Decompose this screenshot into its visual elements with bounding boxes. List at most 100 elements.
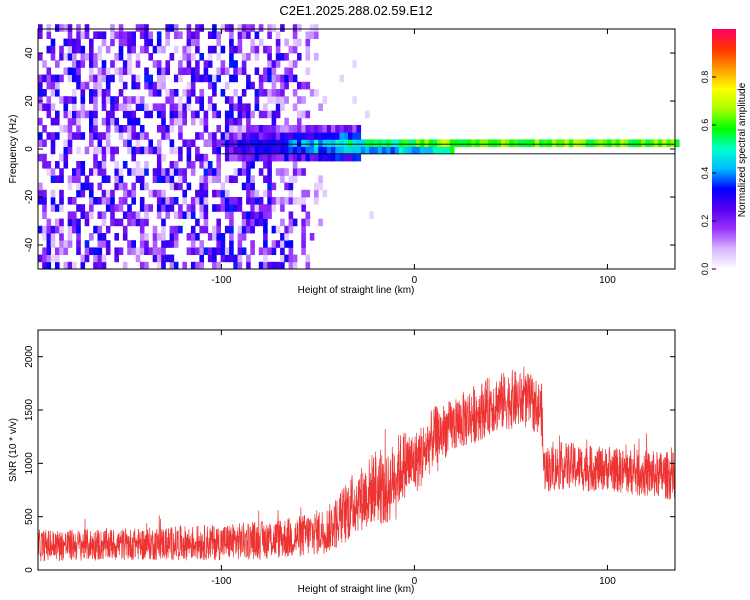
heatmap-cell (110, 153, 115, 162)
heatmap-cell (67, 139, 73, 147)
heatmap-cell (224, 225, 230, 234)
heatmap-cell (195, 197, 200, 205)
heatmap-cell (55, 60, 60, 68)
heatmap-cell (301, 197, 306, 205)
heatmap-cell (148, 89, 153, 97)
heatmap-cell (195, 247, 200, 255)
heatmap-cell (280, 89, 285, 97)
heatmap-cell (110, 31, 115, 39)
heatmap-cell (38, 225, 43, 234)
heatmap-cell (292, 261, 298, 270)
heatmap-cell (63, 261, 69, 270)
heatmap-cell (55, 89, 60, 97)
heatmap-cell (131, 240, 136, 248)
heatmap-cell (55, 247, 60, 255)
heatmap-cell (89, 132, 94, 140)
heatmap-cell (135, 60, 141, 68)
heatmap-cell (241, 139, 247, 147)
heatmap-cell (110, 189, 115, 198)
heatmap-cell (318, 139, 323, 147)
heatmap-cell (76, 45, 81, 54)
heatmap-cell (38, 81, 43, 90)
heatmap-cell (50, 139, 56, 147)
heatmap-cell (114, 31, 119, 39)
heatmap-cell (254, 153, 260, 162)
snr-ytick-label: 1500 (24, 398, 35, 421)
heatmap-cell (335, 146, 340, 155)
heatmap-cell (135, 81, 141, 90)
heatmap-cell (352, 60, 357, 68)
heatmap-cell (207, 247, 213, 255)
heatmap-cell (275, 60, 281, 68)
colorbar-tick-label: 0.6 (700, 119, 710, 132)
heatmap-cell (267, 182, 272, 191)
heatmap-cell (156, 81, 162, 90)
heatmap-cell (161, 197, 166, 205)
heatmap-cell (101, 240, 107, 248)
heatmap-cell (309, 125, 315, 133)
heatmap-cell (254, 96, 260, 104)
heatmap-cell (110, 38, 115, 47)
heatmap-cell (93, 261, 98, 270)
heatmap-cell (72, 45, 77, 54)
heatmap-cell (292, 139, 298, 147)
heatmap-cell (216, 175, 221, 183)
heatmap-cell (267, 139, 272, 147)
heatmap-cell (190, 161, 196, 169)
heatmap-cell (288, 125, 294, 133)
heatmap-cell (148, 74, 153, 83)
heatmap-cell (199, 132, 204, 140)
heatmap-cell (220, 233, 226, 241)
heatmap-cell (165, 211, 170, 219)
heatmap-cell (199, 240, 204, 248)
heatmap-cell (314, 31, 319, 39)
heatmap-cell (292, 45, 298, 54)
heatmap-cell (284, 240, 289, 248)
heatmap-cell (250, 189, 255, 198)
heatmap-cell (271, 153, 277, 162)
heatmap-cell (267, 211, 272, 219)
heatmap-cell (105, 74, 111, 83)
heatmap-cell (263, 125, 268, 133)
heatmap-cell (190, 168, 196, 176)
heatmap-cell (275, 168, 281, 176)
heatmap-cell (360, 146, 366, 155)
heatmap-cell (284, 132, 289, 140)
heatmap-cell (301, 125, 306, 133)
heatmap-cell (254, 45, 260, 54)
heatmap-cell (224, 204, 230, 212)
heatmap-cell (365, 139, 370, 147)
heatmap-cell (80, 31, 86, 39)
heatmap-cell (220, 60, 226, 68)
heatmap-cell (42, 233, 47, 241)
heatmap-cell (72, 89, 77, 97)
heatmap-cell (280, 254, 285, 263)
heatmap-cell (263, 189, 268, 198)
heatmap-cell (394, 146, 400, 155)
heatmap-cell (670, 139, 676, 147)
heatmap-cell (76, 31, 81, 39)
heatmap-cell (118, 74, 124, 83)
heatmap-cell (301, 153, 306, 162)
heatmap-cell (556, 139, 561, 147)
heatmap-cell (76, 38, 81, 47)
heatmap-cell (182, 103, 187, 111)
heatmap-cell (271, 24, 277, 32)
heatmap-cell (148, 38, 153, 47)
heatmap-cell (275, 125, 281, 133)
heatmap-cell (101, 132, 107, 140)
heatmap-cell (212, 204, 217, 212)
heatmap-cell (139, 182, 145, 191)
heatmap-cell (267, 45, 272, 54)
heatmap-cell (169, 197, 175, 205)
heatmap-cell (72, 110, 77, 119)
heatmap-cell (233, 254, 238, 263)
heatmap-cell (246, 153, 251, 162)
heatmap-cell (233, 261, 238, 270)
heatmap-cell (76, 225, 81, 234)
heatmap-cell (275, 31, 281, 39)
heatmap-cell (288, 153, 294, 162)
heatmap-cell (101, 96, 107, 104)
heatmap-cell (131, 81, 136, 90)
heatmap-cell (105, 139, 111, 147)
